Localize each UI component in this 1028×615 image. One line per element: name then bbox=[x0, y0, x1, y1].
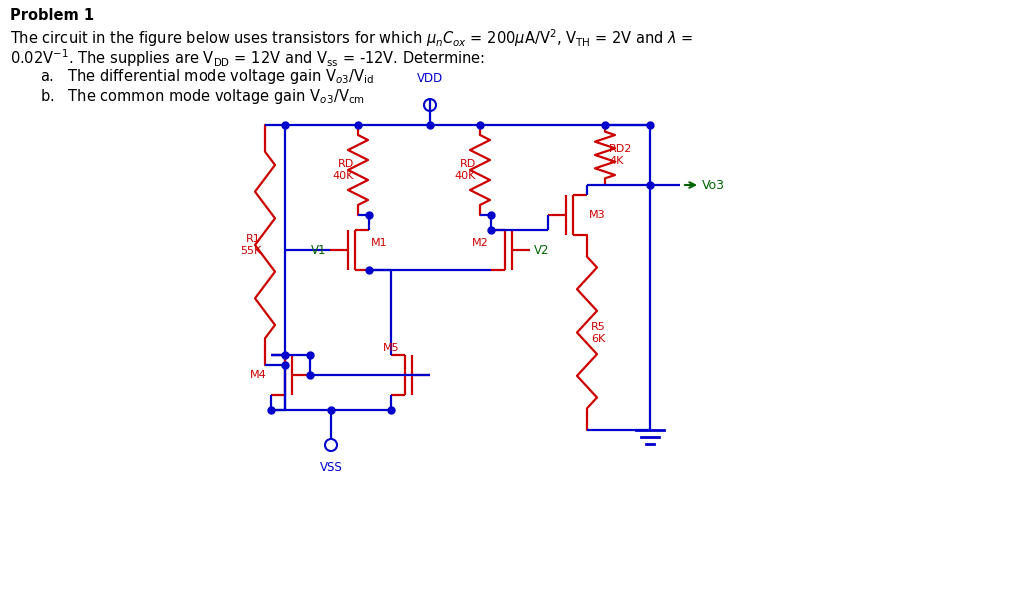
Text: 0.02V$^{-1}$. The supplies are V$_{\rm DD}$ = 12V and V$_{\rm ss}$ = -12V. Deter: 0.02V$^{-1}$. The supplies are V$_{\rm D… bbox=[10, 47, 485, 69]
Text: The circuit in the figure below uses transistors for which $\mu_n C_{ox}$ = 200$: The circuit in the figure below uses tra… bbox=[10, 27, 694, 49]
Text: RD
40K: RD 40K bbox=[454, 159, 476, 181]
Text: M4: M4 bbox=[250, 370, 267, 380]
Text: M2: M2 bbox=[472, 238, 489, 248]
Text: RD2
4K: RD2 4K bbox=[609, 144, 632, 166]
Text: M5: M5 bbox=[382, 343, 399, 353]
Text: b.   The common mode voltage gain V$_{o3}$/V$_{\rm cm}$: b. The common mode voltage gain V$_{o3}$… bbox=[40, 87, 365, 106]
Text: a.   The differential mode voltage gain V$_{o3}$/V$_{\rm id}$: a. The differential mode voltage gain V$… bbox=[40, 67, 374, 86]
Text: V1: V1 bbox=[310, 244, 326, 256]
Text: M1: M1 bbox=[371, 238, 388, 248]
Text: VDD: VDD bbox=[417, 72, 443, 85]
Text: V2: V2 bbox=[534, 244, 550, 256]
Text: R5
6K: R5 6K bbox=[591, 322, 605, 344]
Text: RD
40K: RD 40K bbox=[333, 159, 354, 181]
Text: Vo3: Vo3 bbox=[702, 178, 725, 191]
Text: R1
55K: R1 55K bbox=[240, 234, 261, 256]
Text: Problem 1: Problem 1 bbox=[10, 8, 95, 23]
Text: M3: M3 bbox=[589, 210, 605, 220]
Text: VSS: VSS bbox=[320, 461, 342, 474]
